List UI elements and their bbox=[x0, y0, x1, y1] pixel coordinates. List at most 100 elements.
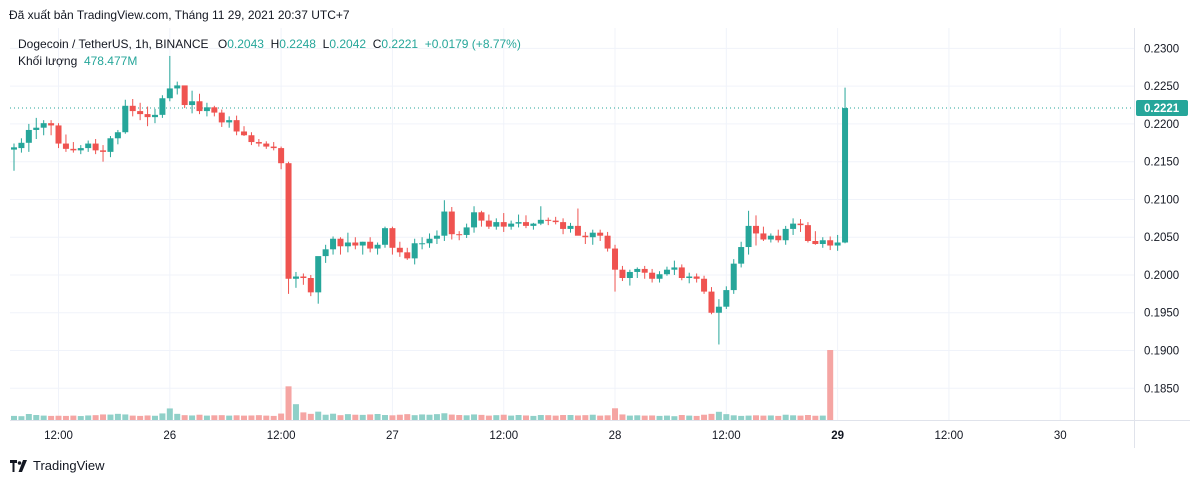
candle-body bbox=[77, 148, 84, 151]
volume-bar bbox=[463, 415, 470, 420]
volume-bar bbox=[189, 415, 196, 420]
volume-bar bbox=[396, 414, 403, 420]
candle-body bbox=[471, 212, 478, 228]
volume-bar bbox=[656, 415, 663, 420]
candle-body bbox=[589, 232, 596, 238]
last-price-badge bbox=[1136, 100, 1188, 117]
volume-bar bbox=[574, 415, 581, 420]
candle-body bbox=[352, 242, 359, 246]
x-tick-label: 28 bbox=[609, 430, 622, 442]
candle-body bbox=[634, 268, 641, 272]
volume-bar bbox=[48, 415, 55, 420]
candle-body bbox=[730, 263, 737, 291]
volume-bar bbox=[285, 386, 292, 420]
volume-bar bbox=[226, 415, 233, 420]
candle-body bbox=[196, 101, 203, 112]
price-chart[interactable]: 0.2300 0.2250 0.2200 0.2150 0.2100 0.2050 0.20… bbox=[10, 28, 1190, 448]
candle-body bbox=[389, 228, 396, 248]
candle-body bbox=[760, 233, 767, 240]
volume-bar bbox=[522, 415, 529, 420]
candle-body bbox=[842, 108, 849, 243]
candle-body bbox=[33, 127, 40, 130]
change-value: +0.0179 (+8.77%) bbox=[424, 37, 521, 51]
volume-bar bbox=[545, 415, 552, 420]
x-tick-label: 12:00 bbox=[44, 430, 73, 442]
last-price-label: 0.2221 bbox=[1144, 103, 1180, 115]
volume-bar bbox=[515, 415, 522, 420]
x-tick-label: 30 bbox=[1054, 430, 1067, 442]
volume-bar bbox=[530, 415, 537, 420]
volume-bar bbox=[292, 404, 299, 420]
y-tick-label: 0.2250 bbox=[1144, 81, 1179, 93]
candle-body bbox=[396, 247, 403, 253]
candle-body bbox=[18, 142, 25, 149]
volume-bar bbox=[55, 415, 62, 420]
x-tick-label: 12:00 bbox=[935, 430, 964, 442]
candle-body bbox=[656, 274, 663, 279]
candle-body bbox=[537, 219, 544, 224]
candle-body bbox=[530, 223, 537, 226]
volume-label[interactable]: Khối lượng bbox=[18, 54, 78, 68]
volume-bar bbox=[241, 415, 248, 420]
chart-area[interactable]: 0.2300 0.2250 0.2200 0.2150 0.2100 0.2050 0.20… bbox=[10, 28, 1190, 448]
x-tick-label: 12:00 bbox=[267, 430, 296, 442]
candle-body bbox=[25, 129, 32, 143]
candle-body bbox=[419, 243, 426, 245]
candle-body bbox=[374, 244, 381, 249]
volume-bar bbox=[560, 415, 567, 420]
y-tick-label: 0.2200 bbox=[1144, 119, 1179, 131]
volume-bar bbox=[671, 416, 678, 420]
candle-body bbox=[567, 225, 574, 229]
volume-bar bbox=[456, 415, 463, 420]
volume-bar bbox=[352, 414, 359, 420]
candle-body bbox=[62, 143, 69, 149]
volume-bar bbox=[797, 415, 804, 420]
candle-body bbox=[767, 235, 774, 240]
volume-bar bbox=[537, 415, 544, 420]
candle-body bbox=[560, 222, 567, 229]
candle-body bbox=[701, 278, 708, 292]
volume-bar bbox=[626, 415, 633, 420]
candle-body bbox=[834, 242, 841, 246]
candle-body bbox=[723, 290, 730, 307]
candle-body bbox=[322, 249, 329, 257]
candle-body bbox=[203, 107, 210, 112]
candle-body bbox=[686, 276, 693, 279]
candle-body bbox=[151, 114, 158, 118]
candle-body bbox=[337, 238, 344, 247]
volume-bar bbox=[552, 415, 559, 420]
candle-body bbox=[404, 252, 411, 259]
candle-body bbox=[819, 240, 826, 245]
volume-bar bbox=[738, 415, 745, 420]
candle-body bbox=[411, 243, 418, 259]
candle-body bbox=[552, 220, 559, 223]
candle-body bbox=[515, 222, 522, 224]
close-label: C bbox=[372, 37, 382, 51]
y-tick-label: 0.2000 bbox=[1144, 270, 1179, 282]
x-tick-label: 12:00 bbox=[489, 430, 518, 442]
volume-bar bbox=[218, 415, 225, 420]
volume-bar bbox=[374, 413, 381, 420]
candle-body bbox=[55, 125, 62, 144]
volume-bar bbox=[597, 415, 604, 420]
tradingview-logo[interactable]: TradingView bbox=[10, 458, 105, 473]
volume-bar bbox=[760, 415, 767, 420]
volume-bar bbox=[315, 411, 322, 420]
candle-body bbox=[359, 241, 366, 246]
candle-body bbox=[263, 143, 270, 147]
y-tick-label: 0.2300 bbox=[1144, 43, 1179, 55]
symbol-label[interactable]: Dogecoin / TetherUS, 1h, BINANCE bbox=[18, 37, 209, 51]
volume-bar bbox=[641, 415, 648, 420]
volume-bar bbox=[612, 408, 619, 420]
volume-bar bbox=[166, 408, 173, 420]
y-tick-label: 0.1850 bbox=[1144, 383, 1179, 395]
candle-body bbox=[782, 228, 789, 241]
volume-bar bbox=[441, 413, 448, 420]
volume-bar bbox=[782, 414, 789, 420]
publish-info: Đã xuất bản TradingView.com, Tháng 11 29… bbox=[9, 8, 350, 22]
volume-bar bbox=[278, 413, 285, 420]
x-tick-label: 27 bbox=[386, 430, 399, 442]
candle-body bbox=[663, 269, 670, 275]
volume-bar bbox=[485, 415, 492, 420]
candle-body bbox=[582, 235, 589, 238]
